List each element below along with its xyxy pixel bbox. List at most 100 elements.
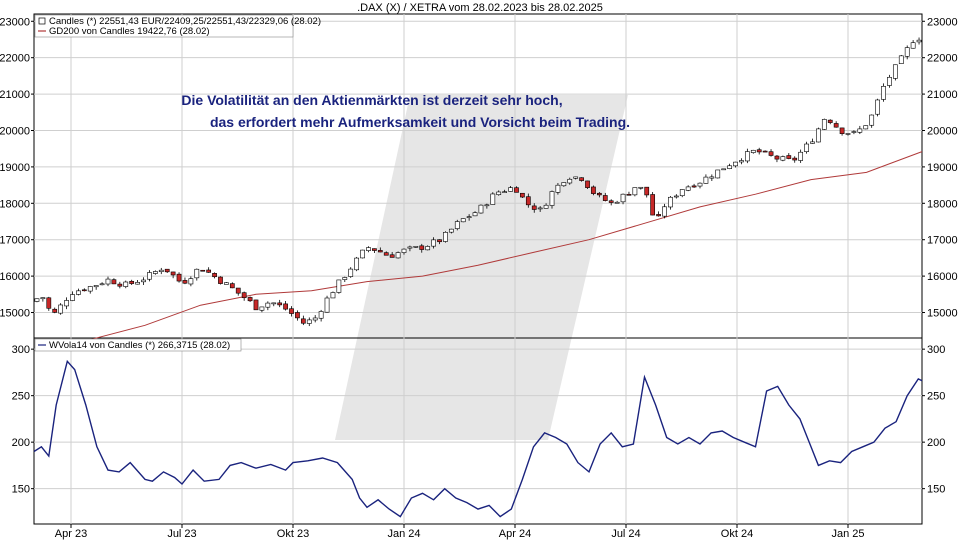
candle-body — [875, 99, 880, 115]
y-tick-label-right: 17000 — [927, 235, 958, 247]
candle-body — [508, 187, 513, 192]
candle-body — [685, 186, 691, 191]
candle-body — [401, 248, 407, 253]
candle-body — [851, 131, 857, 133]
y-tick-label-right: 300 — [927, 344, 945, 356]
candle-body — [389, 254, 395, 258]
candle-body — [152, 271, 158, 274]
candle-body — [857, 128, 863, 133]
candle-body — [833, 123, 839, 128]
candle-body — [561, 182, 567, 187]
volatility-legend: WVola14 von Candles (*) 266,3715 (28.02) — [34, 338, 242, 352]
candle-body — [99, 283, 105, 286]
y-tick-label-left: 17000 — [0, 235, 30, 247]
candle-body — [147, 272, 152, 280]
candle-body — [34, 298, 40, 302]
candle-body — [697, 182, 703, 187]
candle-body — [259, 306, 265, 311]
y-tick-label-left: 20000 — [0, 125, 30, 137]
candle-body — [904, 47, 910, 57]
y-tick-label-right: 23000 — [927, 16, 958, 28]
wvola14-line — [33, 359, 923, 518]
y-tick-label-left: 23000 — [0, 16, 30, 28]
annotation-line-1: Die Volatilität an den Aktienmärkten ist… — [181, 92, 562, 108]
candle-body — [200, 269, 206, 272]
candle-body — [129, 280, 135, 284]
candle-body — [141, 279, 146, 283]
candle-body — [881, 86, 886, 100]
x-tick-label: Okt 24 — [721, 528, 753, 540]
candle-body — [377, 250, 383, 253]
legend-entry: Candles (*) 22551,43 EUR/22409,25/22551,… — [49, 16, 321, 27]
candle-body — [170, 271, 176, 276]
y-tick-label-right: 16000 — [927, 271, 958, 283]
candle-body — [318, 311, 324, 319]
x-tick-label: Jul 23 — [167, 528, 196, 540]
candle-body — [324, 297, 330, 313]
candle-body — [64, 300, 69, 307]
legend-candle-marker — [38, 17, 46, 25]
candle-body — [93, 285, 99, 288]
candle-body — [312, 317, 318, 321]
candle-body — [638, 186, 644, 189]
candle-body — [910, 42, 916, 49]
candle-body — [816, 128, 821, 143]
candle-body — [123, 281, 129, 287]
candle-body — [673, 195, 679, 198]
candle-body — [668, 196, 673, 208]
candle-body — [206, 269, 212, 273]
candle-body — [58, 304, 64, 314]
candle-body — [277, 302, 283, 306]
candle-body — [253, 299, 259, 311]
candle-body — [176, 273, 182, 282]
y-tick-label-right: 19000 — [927, 162, 958, 174]
candle-body — [188, 278, 194, 285]
candle-body — [810, 141, 815, 144]
candle-body — [212, 273, 217, 278]
candle-body — [76, 290, 81, 295]
candle-body — [472, 212, 478, 217]
candle-body — [70, 294, 75, 301]
candle-body — [602, 195, 608, 201]
candle-body — [786, 155, 792, 159]
y-tick-label-right: 200 — [927, 437, 945, 449]
candle-body — [306, 319, 312, 324]
candle-body — [744, 151, 750, 162]
y-tick-label-right: 250 — [927, 391, 945, 403]
candle-body — [342, 277, 348, 280]
candle-body — [105, 278, 111, 285]
y-tick-label-left: 22000 — [0, 53, 30, 65]
candle-body — [798, 151, 804, 161]
y-tick-label-right: 150 — [927, 484, 945, 496]
candle-body — [721, 168, 727, 171]
candle-body — [596, 192, 602, 196]
candle-body — [158, 269, 164, 272]
candle-body — [679, 189, 685, 197]
candle-body — [395, 252, 401, 259]
y-tick-label-left: 200 — [12, 437, 30, 449]
candle-body — [916, 39, 922, 43]
candle-body — [626, 193, 632, 196]
y-tick-label-left: 150 — [12, 484, 30, 496]
candle-body — [460, 218, 466, 223]
candle-body — [431, 239, 436, 247]
y-tick-label-right: 20000 — [927, 125, 958, 137]
x-tick-label: Jul 24 — [611, 528, 640, 540]
candle-body — [224, 282, 229, 285]
candle-body — [750, 149, 756, 153]
candle-body — [715, 169, 721, 179]
candle-body — [466, 216, 472, 218]
candle-body — [839, 127, 845, 134]
candle-body — [295, 312, 300, 319]
candle-body — [454, 221, 460, 229]
candle-body — [271, 302, 277, 305]
candle-body — [614, 201, 620, 204]
candle-body — [448, 228, 454, 233]
candle-body — [502, 191, 508, 193]
candle-body — [300, 318, 306, 324]
candle-body — [330, 292, 336, 299]
candle-body — [383, 252, 389, 256]
candle-body — [650, 194, 656, 216]
candle-body — [727, 165, 732, 169]
candle-body — [182, 280, 188, 284]
